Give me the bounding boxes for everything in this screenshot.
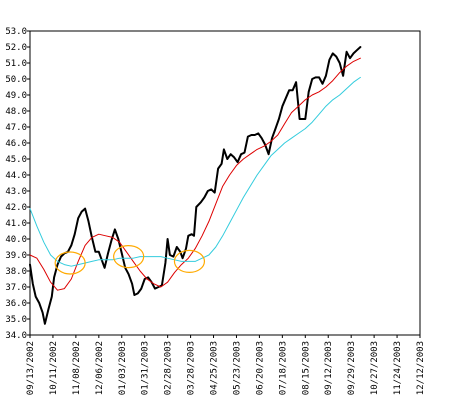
x-tick-label: 05/23/2003: [232, 341, 242, 395]
x-tick-label: 11/24/2003: [393, 341, 403, 395]
y-tick-label: 46.0: [5, 139, 27, 149]
y-tick-label: 41.0: [5, 219, 27, 229]
y-tick-label: 40.0: [5, 235, 27, 245]
y-tick-label: 36.0: [5, 299, 27, 309]
y-tick-label: 45.0: [5, 155, 27, 165]
annotations: [54, 245, 206, 275]
plot-border: [29, 30, 421, 336]
y-tick-label: 39.0: [5, 251, 27, 261]
y-tick-label: 35.0: [5, 315, 27, 325]
y-tick-label: 38.0: [5, 267, 27, 277]
x-axis: 09/13/2002 10/11/2002 11/08/2002 12/06/2002…: [26, 335, 426, 395]
y-tick-label: 48.0: [5, 107, 27, 117]
x-tick-label: 09/12/2003: [324, 341, 334, 395]
x-tick-label: 08/15/2003: [301, 341, 311, 395]
y-tick-label: 52.0: [5, 43, 27, 53]
x-tick-label: 03/28/2003: [187, 341, 197, 395]
x-tick-label: 12/12/2003: [416, 341, 426, 395]
x-tick-label: 09/29/2003: [347, 341, 357, 395]
crossover-circle-3: [173, 249, 206, 273]
x-tick-label: 10/11/2002: [49, 341, 59, 395]
y-tick-label: 42.0: [5, 203, 27, 213]
x-tick-label: 01/31/2003: [141, 341, 151, 395]
crossover-circle-2: [113, 245, 145, 269]
x-tick-label: 04/25/2003: [210, 341, 220, 395]
x-tick-label: 02/28/2003: [164, 341, 174, 395]
x-tick-label: 10/27/2003: [370, 341, 380, 395]
crossover-circle-1: [54, 251, 86, 275]
x-tick-label: 11/08/2002: [72, 341, 82, 395]
series-line-1: [29, 46, 362, 325]
y-tick-label: 34.0: [5, 331, 27, 341]
y-tick-label: 43.0: [5, 187, 27, 197]
y-axis: 34.0 35.0 36.0 37.0 38.0 39.0 40.0 41.0 42.0 43.0…: [5, 27, 30, 341]
y-tick-label: 49.0: [5, 91, 27, 101]
x-tick-label: 12/06/2002: [95, 341, 105, 395]
series-line-2: [29, 57, 361, 291]
y-tick-label: 50.0: [5, 75, 27, 85]
y-tick-label: 51.0: [5, 59, 27, 69]
y-tick-label: 47.0: [5, 123, 27, 133]
y-tick-label: 53.0: [5, 27, 27, 37]
x-tick-label: 01/03/2003: [118, 341, 128, 395]
x-tick-label: 09/13/2002: [26, 341, 36, 395]
y-tick-label: 37.0: [5, 283, 27, 293]
x-tick-label: 06/20/2003: [255, 341, 265, 395]
y-tick-label: 44.0: [5, 171, 27, 181]
x-tick-label: 07/18/2003: [278, 341, 288, 395]
